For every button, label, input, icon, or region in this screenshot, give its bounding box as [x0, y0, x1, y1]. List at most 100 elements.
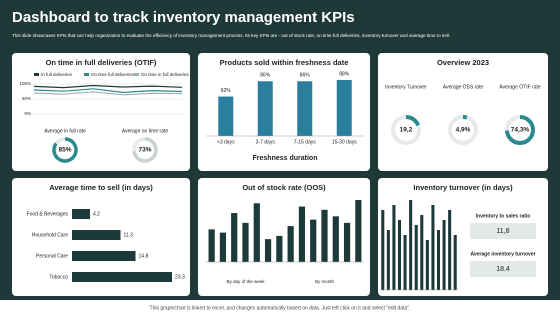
legend-label: On time in full deliveries: [141, 72, 190, 77]
gauge-value: 85%: [58, 147, 71, 154]
bar: [310, 219, 317, 262]
y-tick-label: 0%: [24, 111, 31, 116]
bar: [403, 235, 407, 290]
title: Dashboard to track inventory management …: [12, 9, 355, 26]
y-tick-label: Tobacco: [49, 274, 68, 280]
kpi-label: Inventory Turnover: [385, 84, 427, 90]
bar: [208, 229, 215, 262]
y-tick-label: Food & Beverages: [27, 211, 69, 217]
donut-arc: [462, 115, 468, 120]
donut-value: 19,2: [400, 127, 413, 134]
bar: [72, 209, 91, 219]
y-tick-label: Personal Care: [36, 253, 68, 259]
value-label: 62%: [221, 88, 232, 94]
value-label: 14.8: [139, 253, 149, 259]
panel: [198, 53, 370, 171]
group-label: By month: [315, 279, 335, 284]
value-label: 86%: [260, 73, 271, 79]
line: [33, 91, 183, 96]
y-tick-label: 50%: [22, 96, 31, 101]
bar: [436, 230, 441, 290]
panel-title: Products sold within freshness date: [220, 58, 349, 67]
y-tick-label: Household Care: [32, 232, 68, 238]
gauge-arc: [52, 137, 78, 163]
bar: [231, 213, 238, 262]
bar: [276, 235, 283, 262]
legend-swatch: [84, 73, 89, 76]
bar: [355, 200, 362, 262]
kpi-label: Average inventory turnover: [470, 251, 535, 257]
bar: [397, 220, 402, 290]
line: [33, 88, 183, 94]
bar: [448, 210, 452, 290]
value-label: 11.3: [123, 232, 133, 238]
bar: [321, 209, 328, 262]
gauge-label: Average on time rate: [122, 128, 169, 134]
bar: [72, 251, 136, 261]
kpi-value: 18.4: [496, 266, 510, 273]
group-label: By day of the week: [226, 279, 265, 284]
bar: [392, 205, 396, 290]
gauge-arc: [132, 137, 158, 163]
x-tick-label: 7-15 days: [294, 139, 316, 145]
legend-swatch: [134, 73, 139, 76]
panel: [12, 53, 190, 171]
bar: [219, 232, 227, 262]
donut-arc: [505, 115, 535, 145]
gauge-label: Average in full rate: [44, 128, 86, 134]
x-axis-title: Freshness duration: [253, 155, 318, 162]
bar: [409, 200, 413, 290]
panel-title: On time in full deliveries (OTIF): [46, 58, 157, 67]
kpi-box: [470, 223, 536, 239]
x-tick-label: <3 days: [217, 139, 235, 145]
gauge-value: 73%: [138, 147, 151, 154]
kpi-label: Average OSS rate: [443, 84, 484, 90]
bar: [257, 81, 273, 136]
x-tick-label: 3-7 days: [256, 139, 276, 145]
value-label: 4.2: [93, 211, 100, 217]
kpi-label: Average OTIF rate: [499, 84, 541, 90]
donut-arc: [405, 115, 421, 127]
bar: [386, 230, 390, 290]
panel: [198, 178, 370, 296]
bar: [72, 230, 121, 240]
bar: [343, 222, 351, 262]
bar: [264, 239, 272, 262]
bar: [287, 226, 294, 262]
legend-label: In full deliveries: [41, 72, 73, 77]
bar: [297, 81, 313, 136]
bar: [336, 80, 352, 136]
bar: [453, 235, 457, 290]
bar: [425, 240, 429, 290]
bar: [253, 203, 260, 262]
bar: [431, 205, 435, 290]
y-tick-label: 100%: [19, 81, 31, 86]
panel: [378, 53, 548, 171]
kpi-value: 11,8: [496, 228, 509, 235]
bar: [414, 225, 418, 290]
kpi-label: Inventory to sales ratio: [476, 213, 531, 219]
bar: [442, 220, 446, 290]
bar: [72, 272, 172, 282]
bar: [298, 206, 306, 262]
value-label: 88%: [339, 71, 350, 77]
legend-label: On time full deliveries: [91, 72, 135, 77]
donut-value: 74,3%: [511, 127, 530, 134]
x-tick-label: 15-30 days: [332, 139, 357, 145]
value-label: 23.3: [175, 274, 185, 280]
footer: This graph/chart is linked to excel, and…: [150, 305, 411, 311]
panel-title: Out of stock rate (OOS): [242, 183, 326, 192]
bar: [218, 96, 234, 136]
donut-value: 4,9%: [456, 127, 471, 134]
bar: [242, 222, 249, 262]
line: [33, 84, 183, 89]
bar: [420, 215, 424, 290]
kpi-box: [470, 261, 536, 277]
panel-title: Overview 2023: [437, 58, 489, 67]
legend-swatch: [34, 73, 39, 76]
panel-title: Average time to sell (in days): [49, 183, 153, 192]
bar: [381, 210, 385, 290]
subtitle: This slide showcases KPIs that can help …: [12, 33, 450, 38]
panel-title: Inventory turnover (in days): [413, 183, 513, 192]
